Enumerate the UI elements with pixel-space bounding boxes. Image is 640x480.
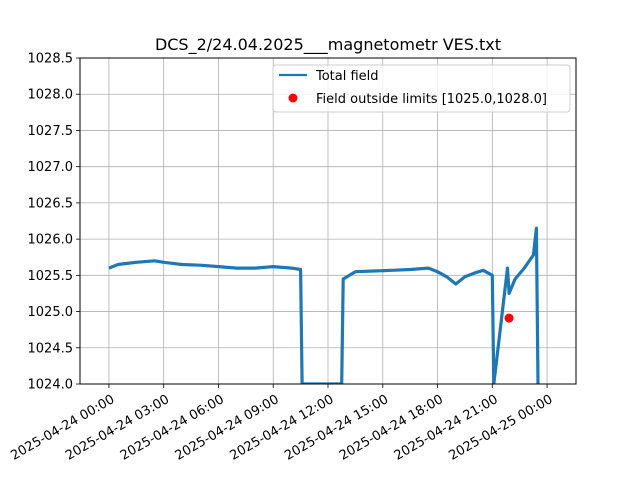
grid — [80, 57, 576, 385]
y-tick-label: 1028.5 — [28, 52, 74, 67]
y-tick-label: 1027.0 — [28, 160, 74, 175]
legend-label-outside-limits: Field outside limits [1025.0,1028.0] — [316, 92, 547, 107]
y-tick-label: 1024.5 — [28, 341, 74, 356]
y-tick-label: 1024.0 — [28, 378, 74, 393]
legend-label-total-field: Total field — [315, 69, 379, 84]
series-layer — [108, 226, 540, 384]
y-axis: 1024.0 1024.5 1025.0 1025.5 1026.0 1026.5 1027… — [28, 52, 80, 393]
y-tick-label: 1027.5 — [28, 124, 74, 139]
chart-title: DCS_2/24.04.2025___magnetometr VES.txt — [155, 35, 501, 55]
y-tick-label: 1026.5 — [28, 196, 74, 211]
y-tick-label: 1028.0 — [28, 88, 74, 103]
total-field-line — [108, 226, 540, 384]
x-tick-label: 2025-04-25 00:00 — [447, 392, 556, 464]
y-tick-label: 1025.0 — [28, 305, 74, 320]
legend-marker-swatch — [288, 93, 298, 103]
y-tick-label: 1025.5 — [28, 269, 74, 284]
y-tick-label: 1026.0 — [28, 233, 74, 248]
legend: Total field Field outside limits [1025.0… — [272, 64, 571, 113]
legend-box — [272, 64, 571, 113]
outside-limits-point — [504, 313, 514, 323]
